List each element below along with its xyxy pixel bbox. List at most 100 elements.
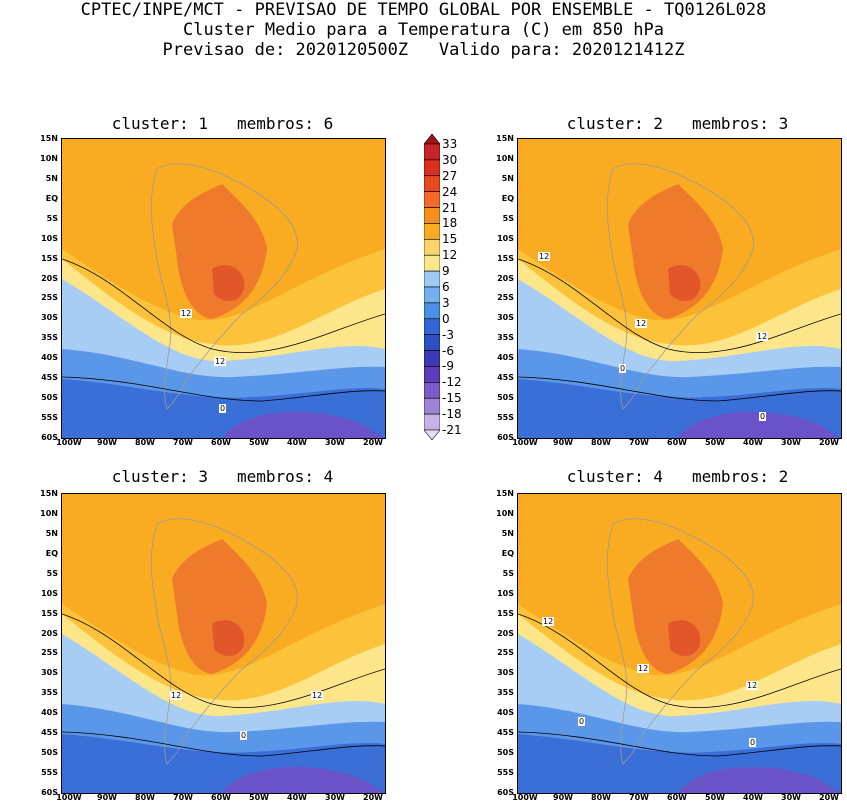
colorbar-label: -9 bbox=[442, 359, 454, 374]
colorbar-swatch bbox=[423, 270, 441, 288]
lat-tick-label: 25S bbox=[497, 648, 514, 658]
lon-tick-label: 50W bbox=[705, 438, 725, 447]
colorbar-swatch bbox=[423, 334, 441, 351]
lon-tick-label: 100W bbox=[512, 438, 538, 447]
lat-tick-label: 60S bbox=[497, 788, 514, 797]
header-line-1: CPTEC/INPE/MCT - PREVISAO DE TEMPO GLOBA… bbox=[80, 0, 767, 20]
lat-tick-label: 10N bbox=[40, 508, 58, 518]
lon-tick-label: 70W bbox=[173, 438, 193, 447]
contour-label: 12 bbox=[756, 332, 769, 341]
lon-tick-label: 80W bbox=[591, 793, 611, 802]
lat-tick-label: 60S bbox=[497, 433, 514, 442]
colorbar-swatch bbox=[423, 350, 441, 367]
lat-tick-label: 30S bbox=[41, 313, 58, 323]
contour-label: 12 bbox=[180, 309, 193, 318]
colorbar-swatch bbox=[423, 239, 441, 256]
lon-tick-label: 80W bbox=[135, 438, 155, 447]
colorbar-label: 30 bbox=[442, 152, 458, 167]
colorbar bbox=[423, 133, 441, 441]
lat-tick-label: 10S bbox=[41, 233, 58, 243]
lat-tick-label: 25S bbox=[41, 648, 58, 658]
lat-tick-label: 15N bbox=[496, 489, 514, 498]
lat-tick-label: 20S bbox=[497, 273, 514, 283]
colorbar-label: 0 bbox=[442, 311, 450, 326]
colorbar-swatch bbox=[423, 175, 441, 192]
lat-tick-label: 20S bbox=[41, 273, 58, 283]
colorbar-label: 24 bbox=[442, 184, 458, 199]
lon-tick-label: 40W bbox=[743, 793, 763, 802]
lon-tick-label: 40W bbox=[287, 793, 307, 802]
lat-tick-label: 55S bbox=[497, 768, 514, 778]
colorbar-label: -18 bbox=[442, 407, 462, 422]
lat-tick-label: 5S bbox=[46, 213, 58, 223]
lon-tick-label: 50W bbox=[249, 438, 269, 447]
lat-tick-label: 35S bbox=[497, 333, 514, 343]
lon-tick-label: 40W bbox=[743, 438, 763, 447]
lat-tick-label: 55S bbox=[41, 413, 58, 423]
lat-tick-label: 10S bbox=[41, 588, 58, 598]
colorbar-swatch bbox=[423, 318, 441, 335]
lon-tick-label: 70W bbox=[629, 438, 649, 447]
lat-tick-label: 5N bbox=[45, 173, 58, 183]
lon-tick-label: 90W bbox=[97, 793, 117, 802]
lon-tick-label: 100W bbox=[512, 793, 538, 802]
contour-label: 0 bbox=[578, 717, 586, 726]
colorbar-swatch bbox=[423, 254, 441, 272]
lon-tick-label: 20W bbox=[363, 438, 383, 447]
contour-label: 0 bbox=[759, 412, 767, 421]
lat-tick-label: 5N bbox=[45, 528, 58, 538]
lon-tick-label: 30W bbox=[781, 793, 801, 802]
lon-tick-label: 50W bbox=[705, 793, 725, 802]
lat-tick-label: 10S bbox=[497, 588, 514, 598]
lon-tick-label: 20W bbox=[819, 793, 839, 802]
lat-tick-label: 20S bbox=[41, 628, 58, 638]
lon-tick-label: 30W bbox=[325, 793, 345, 802]
lon-tick-label: 80W bbox=[591, 438, 611, 447]
lon-tick-label: 70W bbox=[629, 793, 649, 802]
lat-tick-label: 5S bbox=[502, 568, 514, 578]
lat-tick-label: EQ bbox=[501, 548, 514, 558]
lat-tick-label: 45S bbox=[497, 373, 514, 383]
lat-tick-label: 25S bbox=[497, 293, 514, 303]
colorbar-swatch bbox=[423, 159, 441, 177]
colorbar-swatch bbox=[423, 223, 441, 240]
lon-tick-label: 20W bbox=[363, 793, 383, 802]
lat-tick-label: 35S bbox=[497, 688, 514, 698]
colorbar-swatch bbox=[423, 382, 441, 399]
lon-tick-label: 90W bbox=[553, 438, 573, 447]
lat-tick-label: 10S bbox=[497, 233, 514, 243]
colorbar-label: -12 bbox=[442, 375, 462, 390]
colorbar-swatch bbox=[423, 207, 441, 224]
contour-label: 0 bbox=[619, 364, 627, 373]
lat-tick-label: 30S bbox=[497, 313, 514, 323]
lat-tick-label: 10N bbox=[496, 508, 514, 518]
lat-tick-label: 15N bbox=[40, 134, 58, 143]
header-line-3: Previsao de: 2020120500Z Valido para: 20… bbox=[162, 40, 685, 60]
panel-title-3: cluster: 3 membros: 4 bbox=[111, 467, 334, 486]
contour-label: 0 bbox=[219, 404, 227, 413]
map-panel-1: 12 12 0 bbox=[61, 138, 386, 439]
colorbar-swatch bbox=[423, 366, 441, 383]
lon-tick-label: 60W bbox=[211, 438, 231, 447]
lat-tick-label: 40S bbox=[41, 708, 58, 718]
colorbar-label: 12 bbox=[442, 248, 458, 263]
colorbar-label: 21 bbox=[442, 200, 458, 215]
contour-label: 12 bbox=[746, 681, 759, 690]
lon-tick-label: 50W bbox=[249, 793, 269, 802]
lat-tick-label: 40S bbox=[497, 353, 514, 363]
lon-tick-label: 100W bbox=[56, 793, 82, 802]
contour-label: 12 bbox=[542, 617, 555, 626]
panel-title-2: cluster: 2 membros: 3 bbox=[566, 114, 789, 133]
lat-tick-label: 15N bbox=[496, 134, 514, 143]
lon-tick-label: 20W bbox=[819, 438, 839, 447]
colorbar-swatch bbox=[423, 191, 441, 208]
lat-tick-label: 5S bbox=[46, 568, 58, 578]
lat-tick-label: 40S bbox=[497, 708, 514, 718]
lat-tick-label: 25S bbox=[41, 293, 58, 303]
contour-label: 0 bbox=[749, 738, 757, 747]
map-panel-2: 12 12 12 0 0 bbox=[517, 138, 842, 439]
colorbar-label: -3 bbox=[442, 327, 454, 342]
lat-tick-label: 15S bbox=[497, 253, 514, 263]
lat-tick-label: 15S bbox=[497, 608, 514, 618]
contour-label: 12 bbox=[311, 691, 324, 700]
